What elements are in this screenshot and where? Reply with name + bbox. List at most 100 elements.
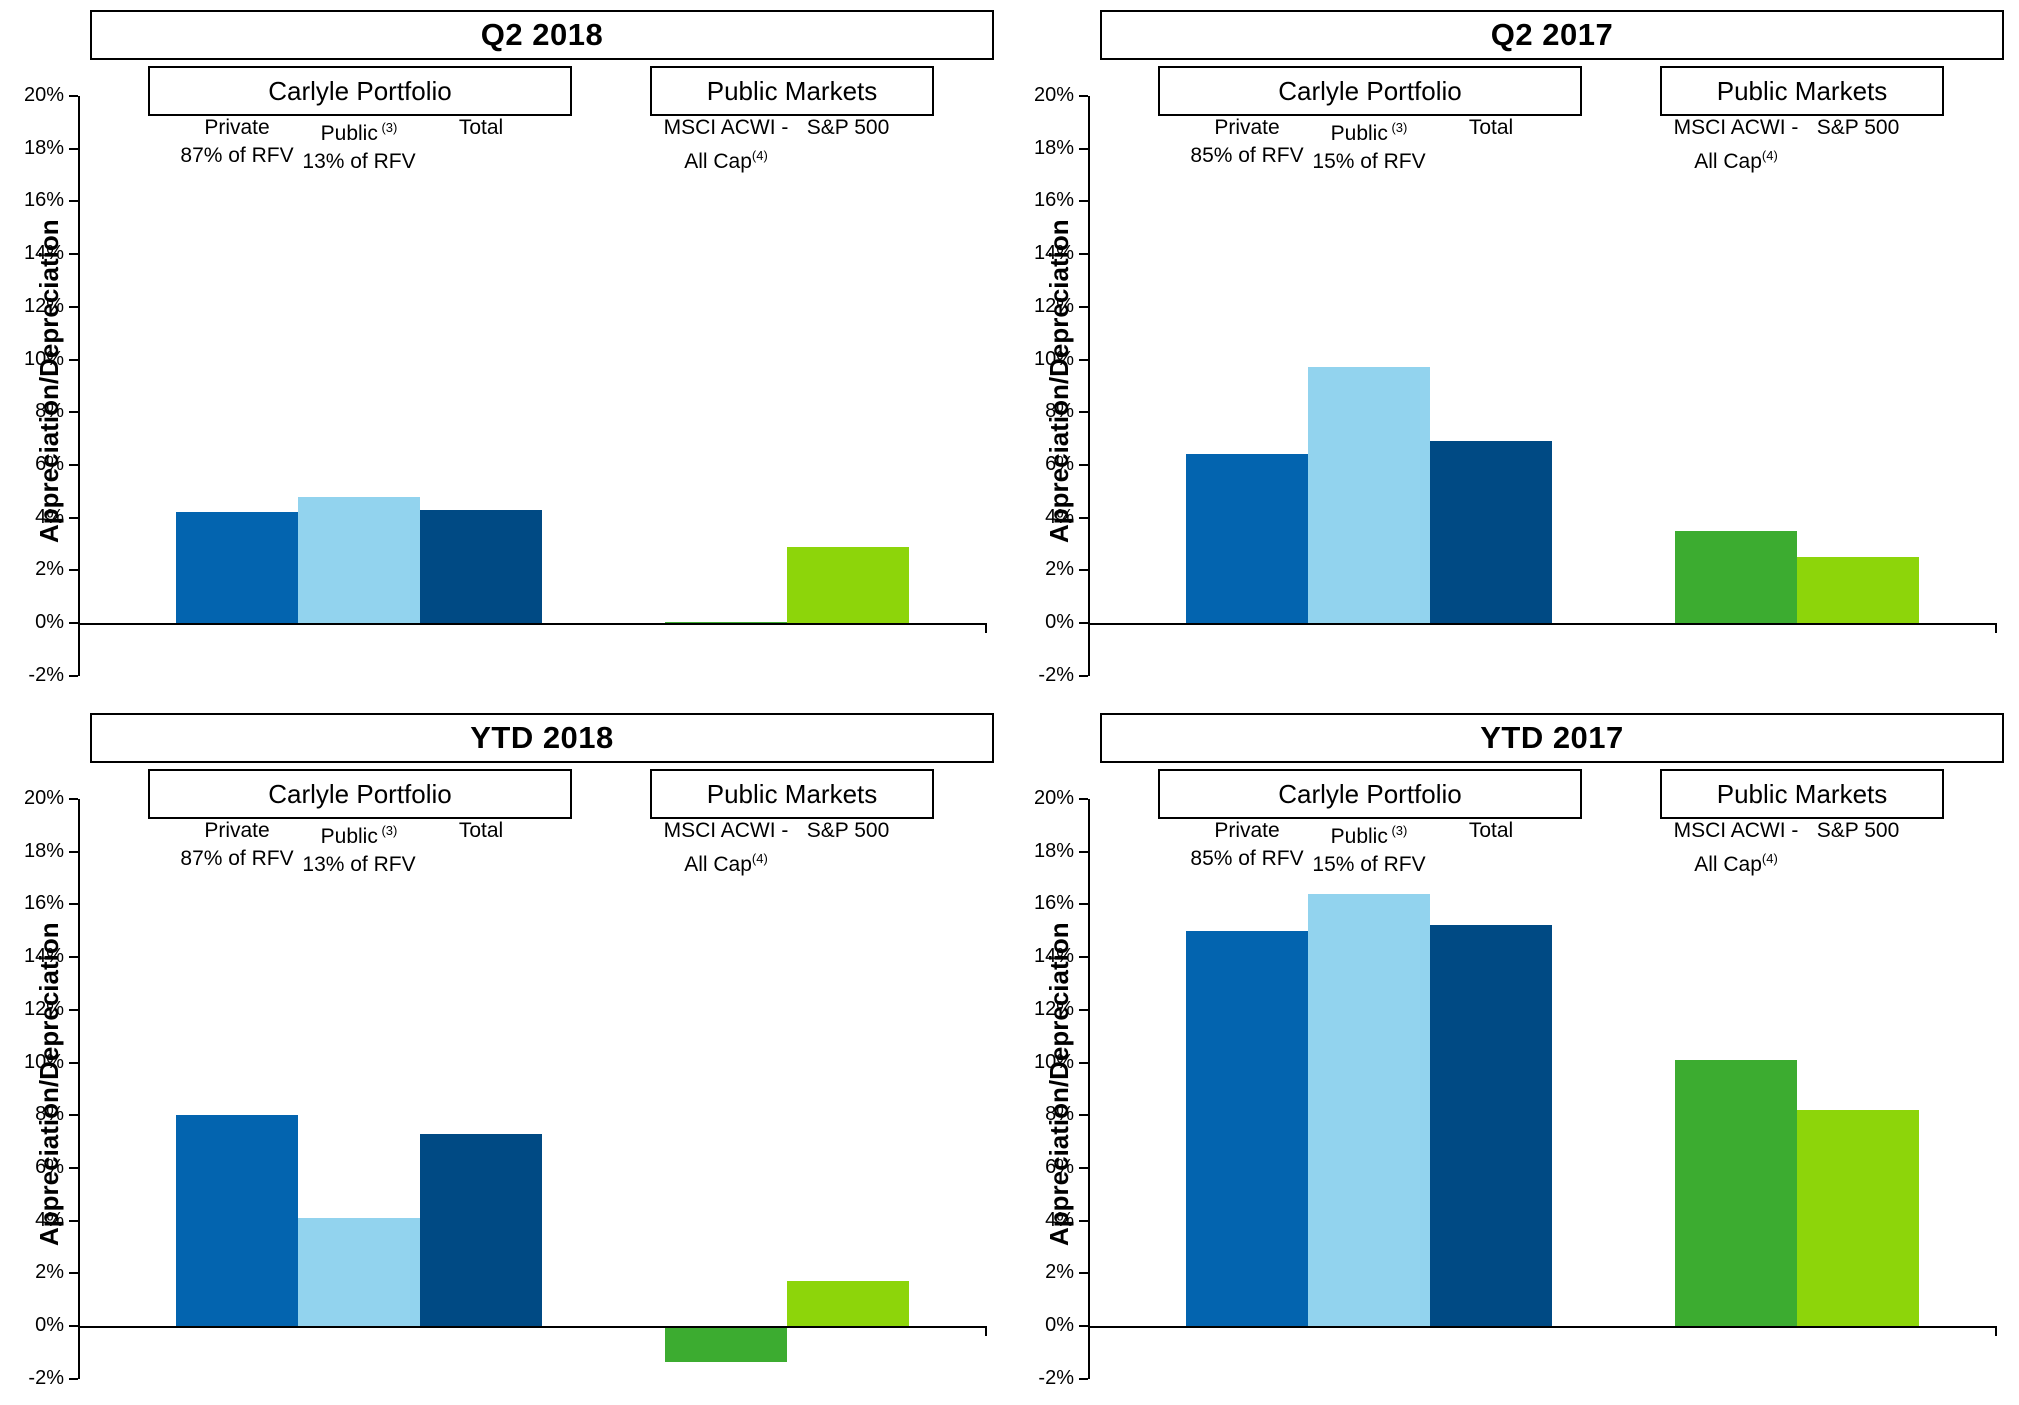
y-axis-tick-label: 0% <box>35 1314 64 1336</box>
group-box-label: Carlyle Portfolio <box>1278 75 1462 106</box>
y-axis-tick-label: 16% <box>23 892 64 915</box>
footnote-superscript: (4) <box>1761 851 1778 866</box>
y-axis-tick-label: 18% <box>1033 136 1074 159</box>
y-axis-tick <box>1079 1272 1088 1275</box>
y-axis-tick <box>1079 200 1088 203</box>
y-axis-tick-label: 10% <box>1033 1050 1074 1073</box>
y-axis-tick-label: 0% <box>1045 1314 1074 1336</box>
column-label-public_carlyle: Public (3) 13% of RFV <box>249 817 469 879</box>
column-label-line2: All Cap(4) <box>684 851 768 876</box>
column-label-line1: Total <box>1468 819 1514 842</box>
footnote-superscript: (4) <box>751 851 768 866</box>
y-axis-tick <box>1079 569 1088 572</box>
y-axis-tick <box>1079 253 1088 256</box>
bar-msci <box>665 1328 787 1363</box>
y-axis-tick <box>69 622 78 624</box>
bar-total <box>420 1133 542 1326</box>
chart-title-box: Q2 2017 <box>1100 10 2004 60</box>
bar-msci <box>1675 530 1797 623</box>
y-axis-tick-label: 20% <box>1033 84 1074 106</box>
column-label-msci: MSCI ACWI - All Cap(4) <box>616 114 836 176</box>
bar-total <box>1430 441 1552 623</box>
bar-total <box>420 509 542 623</box>
y-axis-tick-label: 10% <box>1033 347 1074 370</box>
column-label-line2: All Cap(4) <box>1694 148 1778 173</box>
y-axis-tick-label: 12% <box>1033 294 1074 317</box>
y-axis-tick <box>1079 1114 1088 1117</box>
column-label-line2: 13% of RFV <box>302 853 416 876</box>
y-axis-tick-label: 12% <box>23 997 64 1020</box>
bar-msci <box>1675 1059 1797 1326</box>
column-label-private: Private 85% of RFV <box>1137 114 1357 170</box>
bar-sp500 <box>1797 557 1919 623</box>
column-label-line1: S&P 500 <box>806 819 890 842</box>
y-axis-tick <box>1079 95 1088 97</box>
chart-title-box: YTD 2018 <box>90 713 994 763</box>
y-axis-tick <box>1079 956 1088 959</box>
y-axis-line <box>78 96 80 676</box>
y-axis-tick <box>69 411 78 414</box>
bar-public_carlyle <box>298 1217 420 1326</box>
footnote-superscript: (3) <box>377 823 398 838</box>
chart-title: Q2 2018 <box>480 17 604 52</box>
y-axis-tick <box>69 850 78 853</box>
chart-panel-q2-current: Q2 2018 20% 18% 16% 14% 12% 10% 8% 6% 4% 2% 0% -2% Ap… <box>0 0 1009 702</box>
axis-end-tick <box>1995 623 1997 633</box>
group-box-label: Carlyle Portfolio <box>268 778 452 809</box>
column-label-line1: Private <box>204 116 270 139</box>
column-label-total: Total <box>371 817 591 845</box>
footnote-superscript: (4) <box>1761 148 1778 163</box>
y-axis-tick-label: 2% <box>1045 1261 1074 1284</box>
y-axis-tick-label: 14% <box>1033 242 1074 265</box>
y-axis-tick <box>69 674 78 677</box>
y-axis-tick-label: 18% <box>23 136 64 159</box>
y-axis-tick <box>69 200 78 203</box>
y-axis-tick <box>69 95 78 97</box>
bar-private <box>176 1115 298 1326</box>
column-label-sp500: S&P 500 <box>738 817 958 845</box>
column-label-private: Private 87% of RFV <box>127 114 347 170</box>
y-axis-tick <box>1079 147 1088 150</box>
y-axis-tick-label: 20% <box>23 84 64 106</box>
y-axis-line <box>78 799 80 1379</box>
column-label-line1: Private <box>1214 116 1280 139</box>
y-axis-tick <box>1079 1166 1088 1169</box>
y-axis-tick <box>69 147 78 150</box>
y-axis-title: Appreciation/Depreciation <box>34 219 64 543</box>
y-axis-tick-label: 6% <box>35 1155 64 1178</box>
y-axis-tick-label: 6% <box>35 452 64 475</box>
public-markets-box: Public Markets <box>650 66 934 116</box>
column-label-line2: 15% of RFV <box>1312 853 1426 876</box>
y-axis-tick <box>1079 305 1088 308</box>
column-label-public_carlyle: Public (3) 15% of RFV <box>1259 817 1479 879</box>
bar-total <box>1430 925 1552 1326</box>
y-axis-tick <box>1079 1377 1088 1380</box>
y-axis-tick <box>69 956 78 959</box>
column-label-line1: Public (3) <box>1330 823 1408 848</box>
bar-private <box>1186 930 1308 1326</box>
y-axis-tick-label: 14% <box>23 945 64 968</box>
column-label-line1: Public (3) <box>1330 120 1408 145</box>
column-label-line2: All Cap(4) <box>684 148 768 173</box>
chart-title-box: YTD 2017 <box>1100 713 2004 763</box>
y-axis-tick-label: 20% <box>23 787 64 809</box>
y-axis-tick <box>1079 1325 1088 1327</box>
y-axis-tick-label: 2% <box>35 1261 64 1284</box>
y-axis-tick <box>1079 903 1088 906</box>
column-label-line1: Public (3) <box>320 823 398 848</box>
column-label-total: Total <box>1381 817 1601 845</box>
y-axis-tick-label: -2% <box>28 1366 64 1389</box>
chart-title-box: Q2 2018 <box>90 10 994 60</box>
column-label-total: Total <box>371 114 591 142</box>
y-axis-tick-label: 6% <box>1045 452 1074 475</box>
bar-public_carlyle <box>1308 893 1430 1326</box>
column-label-line1: Public (3) <box>320 120 398 145</box>
y-axis-tick-label: 16% <box>23 189 64 212</box>
group-box-label: Public Markets <box>706 778 878 809</box>
column-label-line1: Private <box>1214 819 1280 842</box>
y-axis-tick-label: 14% <box>23 242 64 265</box>
y-axis-tick-label: 20% <box>1033 787 1074 809</box>
column-label-line2: 87% of RFV <box>180 144 294 167</box>
column-label-line1: MSCI ACWI - <box>663 116 789 139</box>
footnote-superscript: (3) <box>377 120 398 135</box>
